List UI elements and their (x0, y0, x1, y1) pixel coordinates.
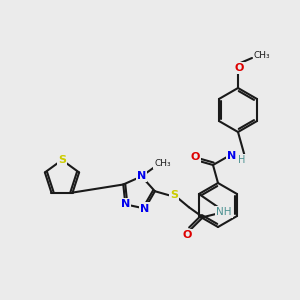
Text: O: O (234, 63, 244, 73)
Text: H: H (238, 155, 246, 165)
Text: S: S (170, 190, 178, 200)
Text: CH₃: CH₃ (254, 50, 270, 59)
Text: CH₃: CH₃ (154, 159, 171, 168)
Text: N: N (121, 200, 130, 209)
Text: NH: NH (216, 207, 232, 217)
Text: N: N (227, 151, 237, 161)
Text: O: O (182, 230, 192, 240)
Text: N: N (137, 171, 146, 182)
Text: O: O (190, 152, 200, 162)
Text: S: S (58, 155, 66, 165)
Text: N: N (140, 203, 149, 214)
